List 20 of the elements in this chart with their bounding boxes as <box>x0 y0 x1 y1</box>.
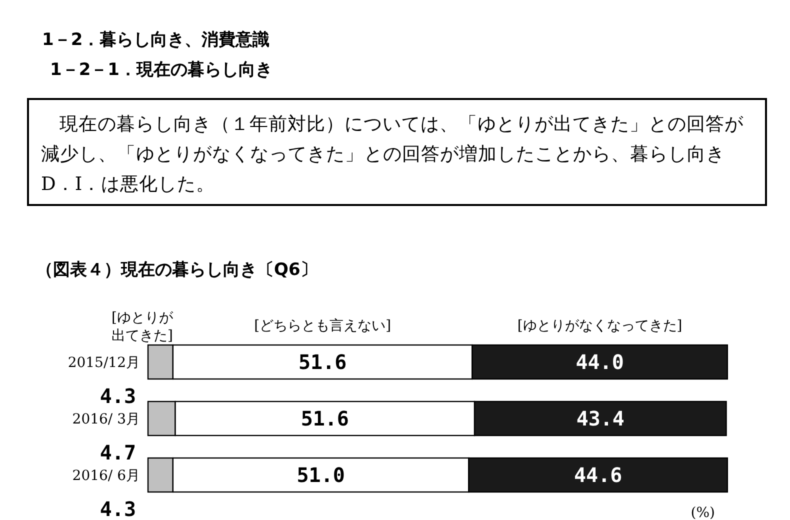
text: 現在の暮らし向き（１年前対比）については、「ゆとりが出てきた」との回答が減少し、「ゆとりがなくなってきた」との回答が増加したことから、暮らし向きD．I．は悪化した。 <box>27 98 767 206</box>
series-label: [ゆとりが出てきた] <box>111 310 174 344</box>
data-label: 51.0 <box>296 463 345 487</box>
data-label: 44.6 <box>574 463 622 487</box>
text: 1－2－1．現在の暮らし向き <box>50 59 272 81</box>
data-label: 43.4 <box>576 406 624 430</box>
series-label: [どちらとも言えない] <box>254 318 392 334</box>
y-tick-label: 2016/ 3月 <box>72 412 140 428</box>
data-label: 4.3 <box>100 384 136 408</box>
data-label: 51.6 <box>300 406 349 430</box>
chart-title: （図表４）現在の暮らし向き〔Q6〕 <box>36 259 318 281</box>
data-label: 4.7 <box>100 440 136 464</box>
y-tick-label: 2015/12月 <box>68 355 140 371</box>
data-label: 44.0 <box>576 350 624 374</box>
data-label: 51.6 <box>298 350 347 374</box>
text: 1－2．暮らし向き、消費意識 <box>42 29 270 51</box>
y-tick-label: 2016/ 6月 <box>72 468 140 484</box>
text: (%) <box>690 505 715 520</box>
series-label: [ゆとりがなくなってきた] <box>517 318 682 334</box>
data-label: 4.3 <box>100 497 136 520</box>
